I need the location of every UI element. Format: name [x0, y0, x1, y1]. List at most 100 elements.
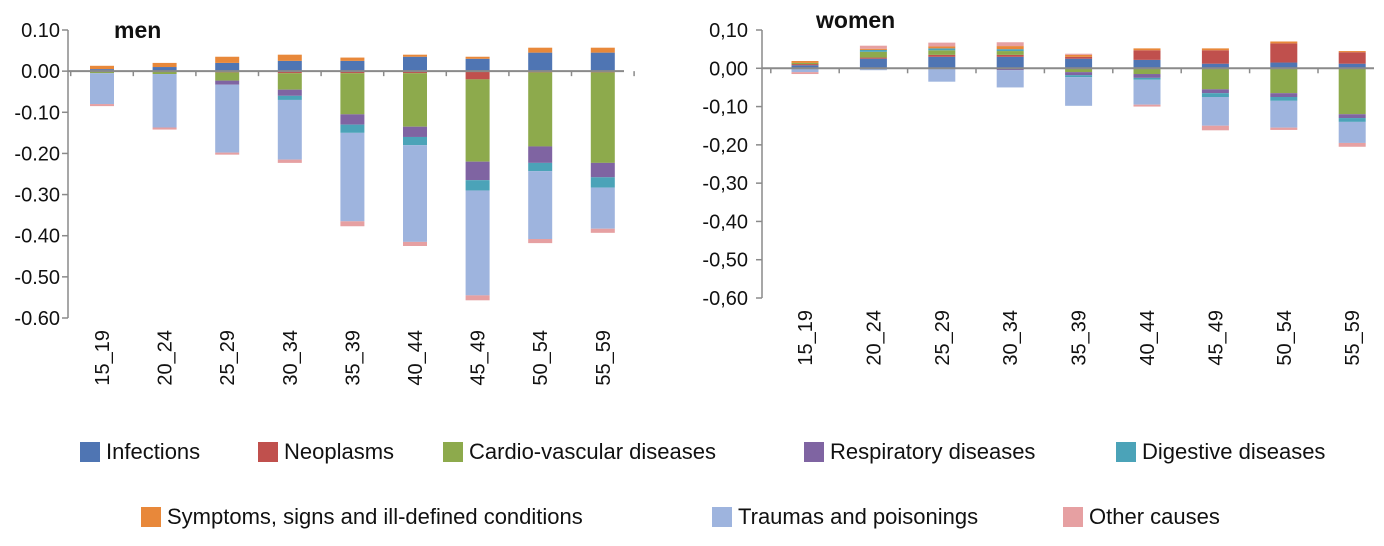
bar-segment [152, 127, 177, 130]
bar-segment [1338, 63, 1366, 69]
legend-label: Traumas and poisonings [738, 504, 979, 529]
y-tick-label: -0.40 [14, 226, 60, 248]
bar-segment [1270, 41, 1298, 44]
bar-segment [465, 56, 490, 59]
y-tick-label: -0.60 [14, 308, 60, 330]
x-tick-label: 30_34 [280, 330, 302, 386]
x-tick-label: 15_19 [795, 310, 817, 366]
bar-segment [1065, 54, 1093, 57]
bar-segment [215, 84, 240, 153]
bar-segment [465, 161, 490, 181]
bar-segment [1065, 75, 1093, 78]
bar-segment [1270, 127, 1298, 130]
bar-segment [528, 47, 553, 53]
bar-segment [996, 54, 1024, 57]
x-tick-label: 30_34 [1000, 310, 1022, 366]
bar-segment [340, 114, 365, 125]
bar-segment [590, 162, 615, 178]
bar-segment [277, 99, 302, 160]
bar-segment [465, 190, 490, 296]
bar-segment [1201, 97, 1229, 126]
bar-segment [996, 42, 1024, 47]
bar-segment [528, 72, 553, 147]
chart-title: women [815, 7, 895, 33]
legend-label: Digestive diseases [1142, 439, 1326, 464]
bar-segment [403, 145, 427, 242]
x-tick-label: 40_44 [1137, 310, 1159, 366]
bar-segment [277, 73, 302, 90]
bar-segment [1201, 48, 1229, 51]
bar-segment [1065, 77, 1093, 106]
bar-segment [90, 65, 114, 70]
bar-segment [528, 239, 553, 244]
bar-segment [859, 45, 887, 49]
legend-swatch [80, 442, 100, 462]
bar-segment [1201, 125, 1229, 131]
bar-segment [1065, 53, 1093, 55]
bar-segment [590, 228, 615, 233]
bar-segment [590, 187, 615, 229]
bar-segment [340, 132, 365, 222]
bar-segment [1270, 43, 1298, 63]
bar-segment [1338, 68, 1366, 115]
bar-segment [859, 49, 887, 52]
x-tick-label: 45_49 [1205, 310, 1227, 366]
bar-segment [152, 62, 177, 68]
bar-segment [859, 48, 887, 50]
legend-label: Neoplasms [284, 439, 395, 464]
bar-segment [928, 48, 956, 51]
bar-segment [1270, 100, 1298, 128]
bar-segment [1133, 50, 1161, 60]
legend-item: Infections [80, 439, 200, 465]
x-tick-label: 45_49 [468, 330, 490, 386]
y-tick-label: 0.10 [21, 20, 60, 42]
bar-segment [1338, 114, 1366, 119]
bar-segment [403, 126, 427, 137]
bar-segment [277, 71, 302, 74]
bar-segment [1201, 93, 1229, 97]
bar-segment [791, 61, 819, 63]
bar-segment [340, 73, 365, 115]
bar-segment [403, 73, 427, 127]
bar-segment [277, 54, 302, 61]
bar-segment [465, 180, 490, 191]
x-tick-label: 20_24 [863, 310, 885, 366]
bar-segment [277, 159, 302, 163]
bar-segment [590, 52, 615, 72]
y-tick-label: -0,60 [702, 288, 748, 310]
bar-segment [1065, 68, 1093, 73]
bar-segment [996, 46, 1024, 50]
bar-segment [340, 124, 365, 133]
bar-segment [590, 72, 615, 163]
bar-segment [1338, 121, 1366, 143]
legend-item: Other causes [1063, 504, 1220, 530]
legend-item: Cardio-vascular diseases [443, 439, 716, 465]
legend-item: Digestive diseases [1116, 439, 1325, 465]
chart-women: women 0,10 0,00 -0,10 -0,20 -0,30 -0,40 -0,50 -0… [702, 7, 1374, 366]
x-tick-label: 20_24 [155, 330, 177, 386]
bar-segment [1133, 77, 1161, 80]
bar-segment [1338, 118, 1366, 122]
bar-segment [152, 67, 177, 72]
legend-swatch [804, 442, 824, 462]
bar-segment [277, 60, 302, 72]
bar-segment [1133, 59, 1161, 69]
y-tick-label: 0,10 [709, 20, 748, 42]
bar-segment [528, 146, 553, 163]
bar-segment [928, 54, 956, 57]
legend-label: Respiratory diseases [830, 439, 1036, 464]
bar-segment [90, 104, 114, 107]
bar-segment [996, 56, 1024, 69]
bar-segment [1201, 50, 1229, 64]
legend-swatch [712, 507, 732, 527]
legend-swatch [443, 442, 463, 462]
legend-label: Symptoms, signs and ill-defined conditio… [167, 504, 583, 529]
bar-segment [859, 51, 887, 58]
bar-segment [528, 52, 553, 72]
y-tick-label: 0.00 [21, 61, 60, 83]
bar-segment [215, 80, 240, 85]
legend-swatch [258, 442, 278, 462]
x-tick-label: 55_59 [593, 330, 615, 386]
bar-segment [1338, 52, 1366, 64]
